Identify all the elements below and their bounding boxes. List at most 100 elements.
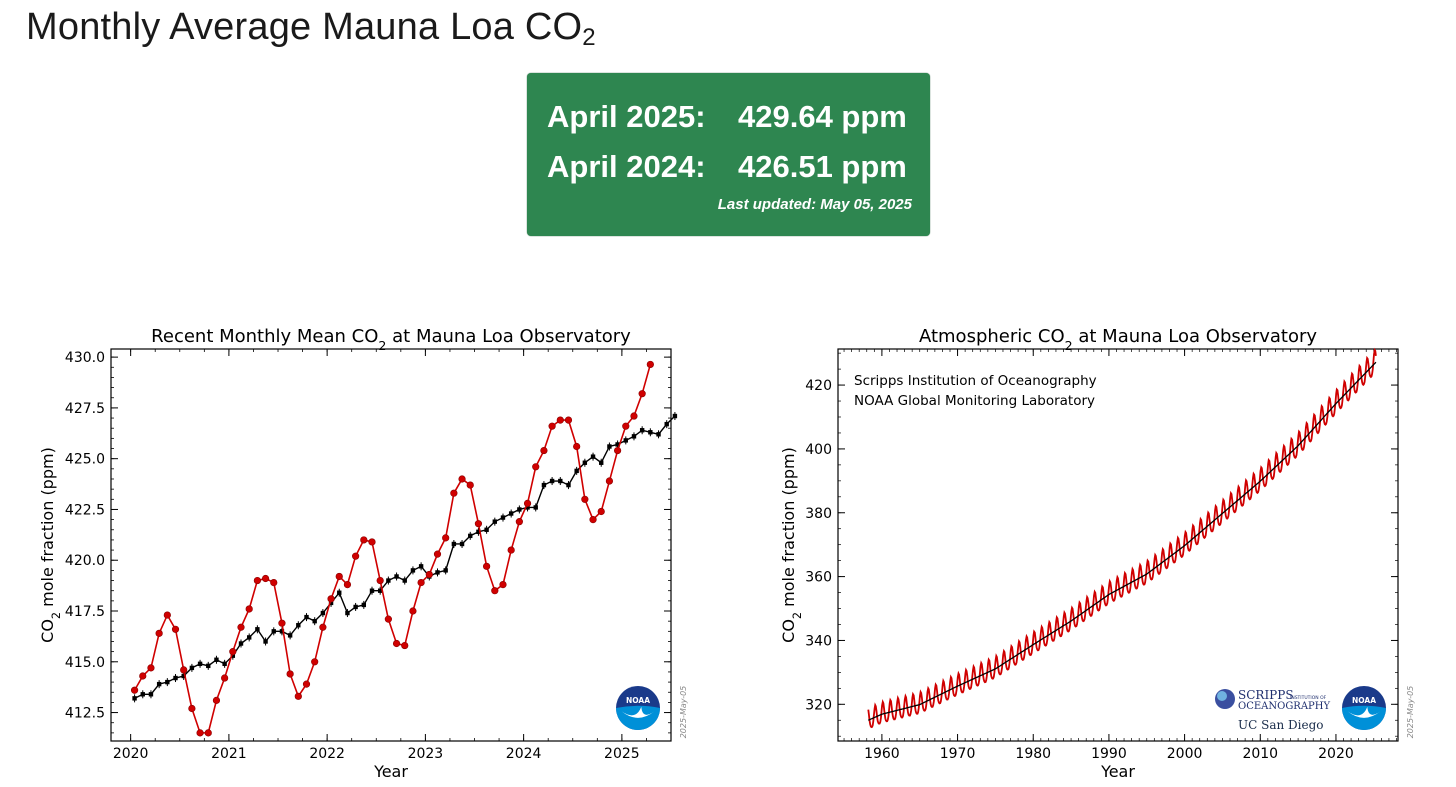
chart1-trend-point <box>165 679 170 685</box>
chart1-y-tick-label: 420.0 <box>65 553 105 569</box>
chart1-trend-point <box>238 641 244 646</box>
chart1-title-pre: Recent Monthly Mean CO <box>151 326 378 347</box>
chart2-title-sub: 2 <box>1065 338 1073 353</box>
chart1-monthly-point <box>253 576 261 585</box>
chart1-monthly-point <box>302 680 311 688</box>
chart1-monthly-point <box>237 623 245 631</box>
chart1-y-axis-label-sub: 2 <box>50 612 63 619</box>
chart1-trend-point <box>664 421 669 427</box>
chart1-monthly-point <box>327 595 335 603</box>
chart1-trend-point <box>197 661 203 667</box>
chart2-x-axis-label: Year <box>1100 762 1135 781</box>
chart1-trend-point <box>672 413 678 419</box>
chart1-trend-point <box>607 444 612 449</box>
chart1-x-tick-label: 2023 <box>408 746 444 762</box>
chart1-monthly-point <box>270 578 278 587</box>
chart1-monthly-point <box>221 674 229 682</box>
chart1-monthly-point <box>466 481 474 489</box>
chart1-trend-point <box>492 519 497 524</box>
previous-year-value: 426.51 ppm <box>738 149 907 184</box>
chart1-trend-point <box>590 454 596 459</box>
chart1-trend-point <box>558 478 563 484</box>
chart2-y-tick-label: 380 <box>805 506 832 522</box>
scripps-logo-line1: SCRIPPS <box>1238 688 1294 702</box>
chart1-monthly-point <box>581 495 589 503</box>
chart1-trend-point <box>574 468 579 474</box>
chart1-trend-point <box>656 432 661 437</box>
chart2-y-axis-label-post: mole fraction (ppm) <box>779 447 798 612</box>
chart1-trend-point <box>377 588 383 593</box>
chart1-trend-point <box>206 663 211 669</box>
chart1-monthly-point <box>458 475 466 483</box>
full-record-chart: 1960 1970 1980 1990 2000 2010 2020 320 340 360 380… <box>779 326 1415 781</box>
chart1-trend-point <box>648 430 653 435</box>
chart1-y-tick-label: 415.0 <box>65 655 105 671</box>
chart2-y-tick-label: 400 <box>805 442 832 458</box>
chart1-monthly-point <box>532 463 540 471</box>
noaa-logo-bird <box>1347 706 1381 718</box>
chart1-monthly-point <box>376 576 384 585</box>
chart2-date-stamp: 2025-May-05 <box>1406 686 1415 739</box>
chart1-monthly-point <box>442 534 450 542</box>
chart1-trend-point <box>394 574 399 579</box>
chart1-monthly-point <box>130 686 139 694</box>
chart1-trend-point <box>459 541 465 547</box>
chart1-monthly-point <box>155 629 163 637</box>
chart1-monthly-point <box>605 477 614 485</box>
chart1-monthly-point <box>171 625 180 633</box>
chart1-y-tick-label: 417.5 <box>65 604 105 620</box>
noaa-logo-bird <box>621 706 655 718</box>
chart1-monthly-point <box>229 648 237 656</box>
chart1-date-stamp: 2025-May-05 <box>679 686 688 739</box>
chart2-title: Atmospheric CO2 at Mauna Loa Observatory <box>919 326 1317 353</box>
chart1-monthly-point <box>614 446 622 455</box>
chart1-trend-point <box>443 568 448 573</box>
chart1-monthly-point <box>196 729 204 737</box>
chart1-trend-point <box>181 673 186 679</box>
chart2-y-axis-label-sub: 2 <box>791 612 804 619</box>
chart1-monthly-point <box>483 562 491 570</box>
previous-year-label: April 2024: <box>547 149 706 184</box>
co2-summary-box: April 2025: 429.64 ppm April 2024: 426.5… <box>527 73 930 236</box>
chart1-monthly-point <box>180 666 188 674</box>
chart1-trend-point <box>361 602 367 608</box>
chart1-trend-point <box>189 665 195 671</box>
chart1-trend-point <box>451 541 457 547</box>
chart1-monthly-point <box>188 704 196 713</box>
chart1-trend-point <box>435 570 440 575</box>
chart1-monthly-line <box>133 364 652 734</box>
chart1-trend-point <box>140 692 145 697</box>
chart1-trend-point <box>615 442 620 447</box>
recent-monthly-chart: 2020 2021 2022 2023 2024 2025 412.5 415.0 417.5 4… <box>38 326 688 781</box>
chart1-monthly-point <box>384 615 392 623</box>
current-month-label: April 2025: <box>547 99 706 134</box>
chart1-trend-point <box>353 604 358 610</box>
chart1-trend-point <box>337 590 342 595</box>
chart1-trend-point <box>279 629 285 634</box>
chart1-monthly-point <box>360 536 368 544</box>
chart1-monthly-point <box>401 641 409 650</box>
chart1-frame <box>110 348 672 742</box>
chart1-monthly-point <box>139 672 147 680</box>
chart1-x-tick-label: 2022 <box>309 746 345 762</box>
chart1-monthly-point <box>564 416 573 424</box>
chart1-y-tick-label: 412.5 <box>65 706 105 722</box>
chart1-y-axis-label: CO2 mole fraction (ppm) <box>38 447 63 643</box>
chart2-y-axis-label-pre: CO <box>779 619 798 643</box>
chart1-monthly-point <box>425 570 433 579</box>
chart1-trend-point <box>468 533 473 539</box>
chart1-trend-point <box>173 675 178 681</box>
chart1-trend-point <box>328 600 334 606</box>
noaa-logo-text: NOAA <box>1352 696 1376 705</box>
chart1-trend-point <box>549 478 555 484</box>
chart1-monthly-point <box>417 578 425 587</box>
chart1-trend-point <box>369 588 375 593</box>
chart1-trend-point <box>631 434 637 439</box>
chart1-y-tick-label: 422.5 <box>65 502 105 518</box>
chart2-trend-line <box>868 361 1377 721</box>
chart1-monthly-point <box>147 664 155 672</box>
chart1-monthly-point <box>409 607 417 615</box>
chart1-y-tick-label: 427.5 <box>65 401 105 417</box>
chart1-trend-point <box>255 627 260 632</box>
chart1-monthly-point <box>622 422 630 430</box>
